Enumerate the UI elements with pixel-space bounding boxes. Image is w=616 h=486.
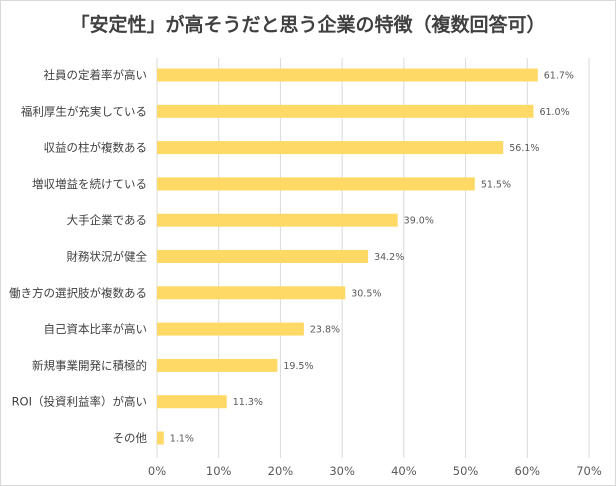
category-label: 収益の柱が複数ある <box>44 141 148 155</box>
bar <box>157 395 227 409</box>
data-label: 39.0% <box>404 216 434 227</box>
x-tick-label: 0% <box>148 464 166 478</box>
x-tick-label: 60% <box>515 464 541 478</box>
x-tick-label: 50% <box>453 464 479 478</box>
bar <box>157 322 304 336</box>
bar <box>157 358 278 372</box>
data-label: 61.0% <box>539 107 569 118</box>
chart-title: 「安定性」が高そうだと思う企業の特徴（複数回答可） <box>70 14 546 36</box>
data-label: 19.5% <box>283 361 313 372</box>
category-label: 財務状況が健全 <box>67 250 148 264</box>
category-label: 働き方の選択肢が複数ある <box>9 286 147 300</box>
bar <box>157 213 398 227</box>
data-label: 23.8% <box>310 325 340 336</box>
x-tick-label: 20% <box>268 464 294 478</box>
bar <box>157 177 475 191</box>
category-label: 福利厚生が充実している <box>21 104 147 118</box>
x-tick-label: 40% <box>391 464 417 478</box>
data-label: 34.2% <box>374 252 404 263</box>
bar <box>157 104 534 118</box>
bar <box>157 141 504 155</box>
category-label: 増収増益を続けている <box>32 177 147 191</box>
data-label: 1.1% <box>170 434 194 445</box>
data-label: 56.1% <box>509 143 539 154</box>
category-label: 大手企業である <box>67 213 147 227</box>
bar <box>157 68 538 82</box>
data-label: 61.7% <box>544 71 574 82</box>
x-tick-label: 70% <box>576 464 602 478</box>
bar <box>157 286 346 300</box>
data-label: 30.5% <box>351 288 381 299</box>
category-label: 自己資本比率が高い <box>44 322 148 336</box>
bar <box>157 431 164 445</box>
category-label: 新規事業開発に積極的 <box>32 358 147 372</box>
x-tick-label: 10% <box>206 464 232 478</box>
data-label: 11.3% <box>233 397 263 408</box>
category-label: ROI（投資利益率）が高い <box>12 395 147 409</box>
category-label: その他 <box>113 431 148 445</box>
x-tick-label: 30% <box>329 464 355 478</box>
category-label: 社員の定着率が高い <box>44 68 148 82</box>
data-label: 51.5% <box>481 179 511 190</box>
bar <box>157 250 369 263</box>
